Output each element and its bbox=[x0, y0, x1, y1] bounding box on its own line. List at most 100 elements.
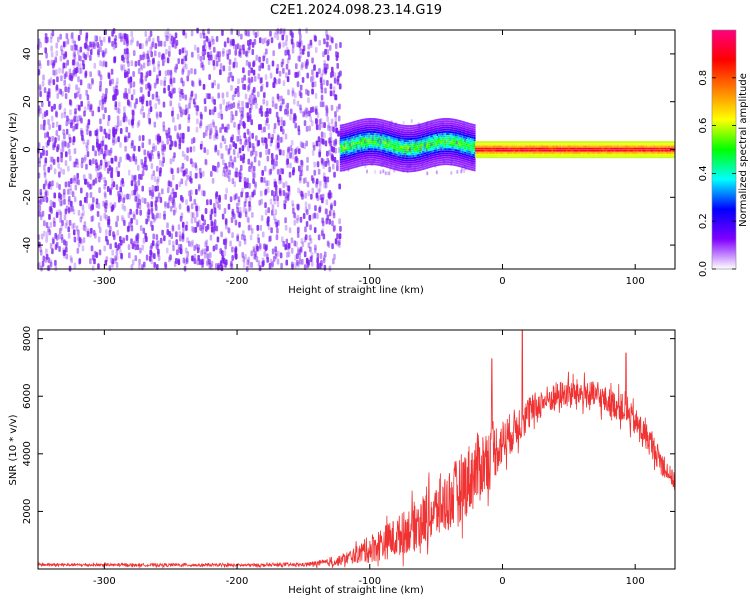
heatmap-cell bbox=[367, 158, 370, 163]
heatmap-cell bbox=[341, 132, 344, 137]
heatmap-cell bbox=[102, 200, 106, 207]
heatmap-cell bbox=[227, 148, 231, 155]
heatmap-cell bbox=[45, 236, 48, 243]
heatmap-cell bbox=[82, 174, 86, 181]
heatmap-cell bbox=[150, 43, 154, 50]
heatmap-cell bbox=[185, 50, 189, 57]
heatmap-cell bbox=[311, 187, 315, 194]
heatmap-cell bbox=[330, 204, 333, 211]
heatmap-cell bbox=[238, 147, 242, 154]
heatmap-cell bbox=[81, 157, 84, 164]
heatmap-cell bbox=[85, 37, 88, 44]
heatmap-cell bbox=[193, 68, 197, 75]
heatmap-cell bbox=[290, 36, 294, 43]
heatmap-cell bbox=[237, 123, 241, 130]
heatmap-cell bbox=[297, 148, 301, 155]
heatmap-cell bbox=[101, 49, 105, 56]
heatmap-cell bbox=[128, 193, 131, 200]
heatmap-cell bbox=[299, 189, 302, 196]
heatmap-cell bbox=[311, 149, 315, 156]
heatmap-cell bbox=[122, 197, 126, 204]
heatmap-cell bbox=[38, 210, 41, 217]
heatmap-cell bbox=[271, 96, 275, 103]
heatmap-cell bbox=[104, 158, 107, 165]
heatmap-cell bbox=[117, 196, 121, 203]
heatmap-cell bbox=[63, 107, 67, 114]
heatmap-cell bbox=[233, 91, 237, 98]
heatmap-cell bbox=[237, 78, 240, 85]
heatmap-cell bbox=[338, 147, 341, 154]
heatmap-cell bbox=[177, 135, 181, 142]
heatmap-cell bbox=[277, 95, 281, 102]
heatmap-cell bbox=[133, 174, 137, 181]
heatmap-cell bbox=[291, 90, 295, 97]
heatmap-cell bbox=[104, 259, 108, 266]
heatmap-cell bbox=[248, 166, 251, 173]
heatmap-cell bbox=[101, 135, 105, 142]
heatmap-cell bbox=[321, 138, 325, 145]
heatmap-cell bbox=[150, 51, 153, 58]
heatmap-cell bbox=[419, 125, 422, 130]
heatmap-cell bbox=[167, 84, 171, 91]
heatmap-cell bbox=[275, 234, 279, 241]
heatmap-cell bbox=[338, 218, 341, 225]
heatmap-cell bbox=[285, 72, 288, 79]
heatmap-cell bbox=[407, 130, 410, 135]
heatmap-cell bbox=[102, 153, 106, 160]
heatmap-cell bbox=[109, 147, 113, 154]
heatmap-cell bbox=[104, 180, 108, 187]
heatmap-cell bbox=[238, 169, 242, 176]
heatmap-cell bbox=[323, 182, 326, 189]
heatmap-cell bbox=[319, 77, 323, 84]
heatmap-cell bbox=[128, 119, 131, 126]
heatmap-cell bbox=[156, 165, 159, 172]
heatmap-cell bbox=[430, 121, 433, 126]
heatmap-cell bbox=[197, 219, 201, 226]
heatmap-cell bbox=[193, 253, 197, 260]
heatmap-cell bbox=[163, 210, 166, 217]
heatmap-cell bbox=[118, 101, 121, 108]
heatmap-cell bbox=[142, 62, 146, 69]
heatmap-cell bbox=[323, 255, 326, 262]
heatmap-cell bbox=[58, 184, 61, 191]
heatmap-cell bbox=[166, 138, 169, 145]
heatmap-cell bbox=[56, 76, 59, 83]
heatmap-cell bbox=[250, 67, 254, 74]
heatmap-cell bbox=[275, 111, 279, 118]
heatmap-cell bbox=[135, 98, 138, 105]
heatmap-cell bbox=[273, 32, 277, 39]
heatmap-cell bbox=[129, 219, 132, 226]
heatmap-cell bbox=[325, 199, 329, 206]
heatmap-cell bbox=[208, 43, 212, 50]
heatmap-cell bbox=[236, 43, 240, 50]
heatmap-cell bbox=[153, 176, 157, 183]
heatmap-cell bbox=[328, 210, 332, 217]
heatmap-cell bbox=[37, 142, 41, 149]
heatmap-cell bbox=[208, 258, 211, 265]
heatmap-cell bbox=[259, 151, 263, 158]
heatmap-cell bbox=[286, 158, 290, 165]
heatmap-cell bbox=[156, 178, 159, 185]
heatmap-cell bbox=[227, 203, 231, 210]
heatmap-cell bbox=[389, 123, 392, 128]
heatmap-cell bbox=[335, 106, 339, 113]
heatmap-cell bbox=[112, 231, 115, 238]
heatmap-cell bbox=[245, 50, 248, 57]
heatmap-cell bbox=[236, 135, 240, 142]
heatmap-cell bbox=[176, 113, 180, 120]
heatmap-cell bbox=[247, 39, 250, 46]
heatmap-cell bbox=[286, 148, 290, 155]
heatmap-cell bbox=[242, 256, 246, 263]
heatmap-cell bbox=[162, 101, 166, 108]
heatmap-cell bbox=[245, 139, 249, 146]
heatmap-cell bbox=[134, 181, 137, 188]
heatmap-cell bbox=[248, 141, 252, 148]
heatmap-cell bbox=[43, 119, 46, 126]
heatmap-cell bbox=[90, 245, 94, 252]
heatmap-cell bbox=[336, 62, 340, 69]
heatmap-cell bbox=[249, 234, 253, 241]
heatmap-cell bbox=[164, 201, 167, 208]
heatmap-cell bbox=[267, 123, 270, 130]
heatmap-cell bbox=[92, 158, 95, 165]
